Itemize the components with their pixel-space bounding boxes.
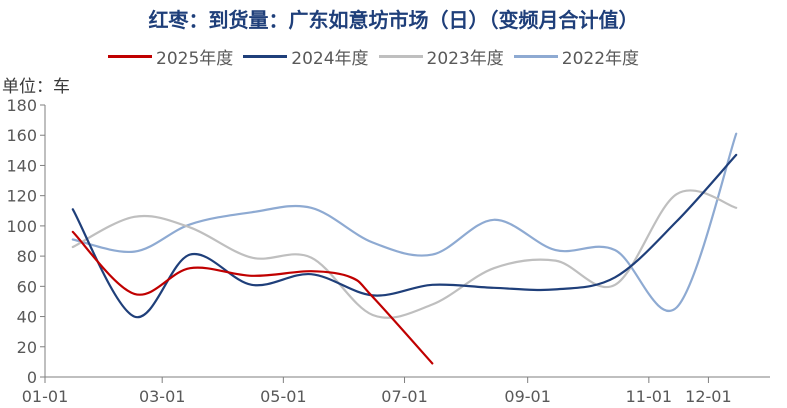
legend-swatch-2022 bbox=[513, 54, 558, 58]
tick-labels: 0 20 40 60 80 100 120 140 160 180 01-01 03-01 05-01 0… bbox=[6, 96, 731, 406]
x-tick-label: 03-01 bbox=[139, 387, 186, 406]
legend: 2025年度 2024年度 2023年度 2022年度 bbox=[108, 44, 649, 69]
y-tick-label: 180 bbox=[6, 96, 37, 115]
legend-swatch-2024 bbox=[243, 54, 288, 58]
y-tick-label: 40 bbox=[17, 308, 37, 327]
x-tick-label: 11-01 bbox=[626, 387, 673, 406]
chart-title: 红枣：到货量：广东如意坊市场（日）（变频月合计值） bbox=[148, 8, 639, 32]
x-tick-label: 12-01 bbox=[685, 387, 732, 406]
legend-label-2023: 2023年度 bbox=[426, 48, 504, 69]
y-tick-label: 60 bbox=[17, 277, 37, 296]
axes bbox=[40, 104, 770, 383]
legend-label-2022: 2022年度 bbox=[561, 48, 640, 69]
x-tick-label: 05-01 bbox=[260, 387, 307, 406]
x-tick-label: 07-01 bbox=[381, 387, 428, 406]
y-tick-label: 140 bbox=[6, 156, 37, 175]
y-tick-label: 160 bbox=[6, 126, 37, 145]
y-tick-label: 120 bbox=[6, 187, 37, 206]
legend-item-2022: 2022年度 bbox=[513, 44, 640, 69]
legend-swatch-2023 bbox=[378, 54, 423, 58]
series-line-2025 bbox=[71, 230, 434, 365]
series-line-2024 bbox=[71, 153, 738, 319]
legend-label-2025: 2025年度 bbox=[156, 48, 234, 69]
y-tick-label: 20 bbox=[17, 338, 37, 357]
y-axis-unit-label: 单位：车 bbox=[2, 77, 70, 97]
legend-item-2023: 2023年度 bbox=[378, 44, 504, 69]
y-tick-label: 100 bbox=[6, 217, 37, 236]
legend-item-2025: 2025年度 bbox=[108, 44, 233, 69]
x-tick-label: 01-01 bbox=[22, 387, 69, 406]
y-tick-label: 0 bbox=[27, 368, 37, 387]
series-line-2023 bbox=[71, 189, 738, 319]
y-tick-label: 80 bbox=[17, 247, 37, 266]
series-line-2022 bbox=[71, 132, 738, 312]
legend-label-2024: 2024年度 bbox=[291, 48, 369, 69]
legend-swatch-2025 bbox=[108, 54, 152, 58]
series-layer bbox=[71, 132, 738, 365]
x-tick-label: 09-01 bbox=[504, 387, 551, 406]
legend-item-2024: 2024年度 bbox=[243, 44, 369, 69]
